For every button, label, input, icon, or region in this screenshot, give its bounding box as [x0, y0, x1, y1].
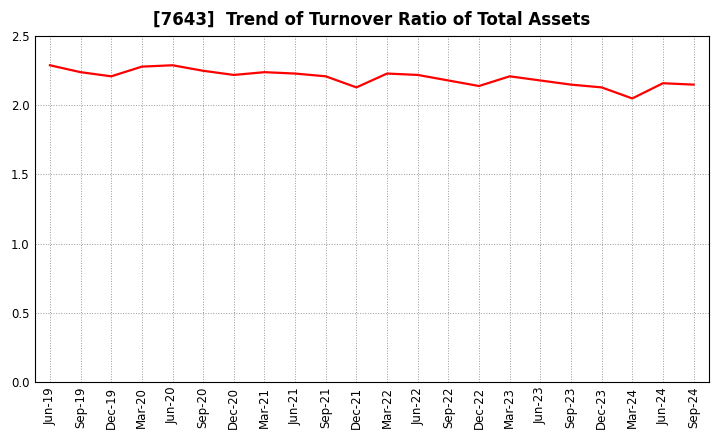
Title: [7643]  Trend of Turnover Ratio of Total Assets: [7643] Trend of Turnover Ratio of Total …: [153, 11, 590, 29]
